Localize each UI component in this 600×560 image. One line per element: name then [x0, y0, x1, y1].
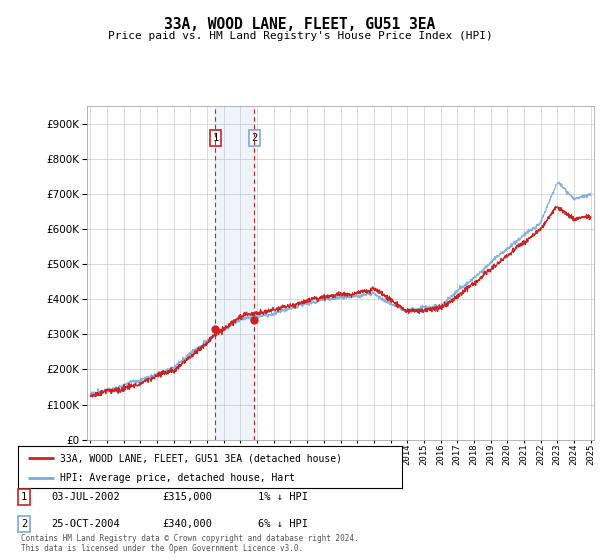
Text: 33A, WOOD LANE, FLEET, GU51 3EA: 33A, WOOD LANE, FLEET, GU51 3EA: [164, 17, 436, 32]
Text: £340,000: £340,000: [162, 519, 212, 529]
Text: Contains HM Land Registry data © Crown copyright and database right 2024.
This d: Contains HM Land Registry data © Crown c…: [21, 534, 359, 553]
Text: £315,000: £315,000: [162, 492, 212, 502]
Text: 25-OCT-2004: 25-OCT-2004: [51, 519, 120, 529]
Text: 1: 1: [212, 133, 218, 143]
Bar: [215, 106, 254, 440]
Text: 2: 2: [21, 519, 27, 529]
Text: 1: 1: [21, 492, 27, 502]
Text: HPI: Average price, detached house, Hart: HPI: Average price, detached house, Hart: [60, 473, 295, 483]
Text: 1% ↓ HPI: 1% ↓ HPI: [258, 492, 308, 502]
Text: 03-JUL-2002: 03-JUL-2002: [51, 492, 120, 502]
Text: 6% ↓ HPI: 6% ↓ HPI: [258, 519, 308, 529]
Text: 2: 2: [251, 133, 257, 143]
Text: 33A, WOOD LANE, FLEET, GU51 3EA (detached house): 33A, WOOD LANE, FLEET, GU51 3EA (detache…: [60, 453, 342, 463]
Text: Price paid vs. HM Land Registry's House Price Index (HPI): Price paid vs. HM Land Registry's House …: [107, 31, 493, 41]
